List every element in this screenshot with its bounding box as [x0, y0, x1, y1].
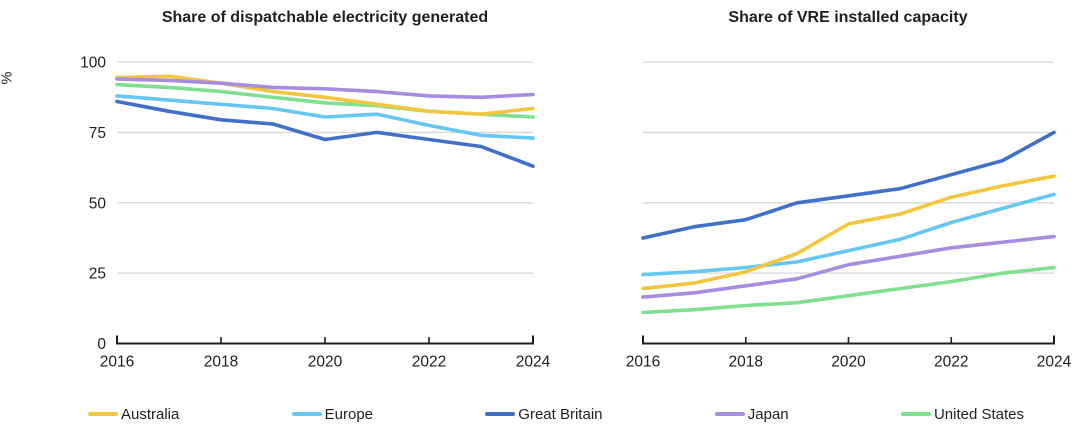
legend-item-japan: Japan [714, 405, 789, 423]
y-tick-label-0: 0 [97, 336, 106, 353]
y-tick-label-75: 75 [89, 125, 106, 142]
line-great-britain [115, 99, 535, 168]
line-europe [641, 192, 1056, 277]
x-tick-label-2016: 2016 [626, 354, 660, 371]
line-great-britain [641, 130, 1056, 240]
line-japan [641, 234, 1056, 299]
x-tick-label-2016: 2016 [100, 354, 134, 371]
line-australia [641, 174, 1056, 291]
x-tick-label-2020: 2020 [308, 354, 343, 371]
line-australia [115, 74, 535, 116]
legend-item-united-states: United States [900, 405, 1024, 423]
y-tick-label-100: 100 [80, 55, 106, 72]
legend-item-australia: Australia [88, 406, 179, 423]
x-tick-label-2024: 2024 [1037, 354, 1072, 371]
line-japan [115, 77, 535, 100]
x-tick-label-2018: 2018 [729, 354, 763, 371]
legend-label-united-states: United States [933, 405, 1024, 423]
line-europe [115, 94, 535, 140]
legend-swatch-australia [88, 411, 118, 417]
y-tick-label-25: 25 [89, 266, 106, 283]
x-tick-label-2022: 2022 [934, 354, 968, 371]
y-tick-label-50: 50 [89, 195, 107, 212]
legend-label-australia: Australia [121, 405, 180, 423]
left-chart-title: Share of dispatchable electricity genera… [161, 9, 489, 26]
x-tick-label-2024: 2024 [516, 354, 551, 371]
line-united-states [641, 265, 1056, 315]
right-chart-title: Share of VRE installed capacity [728, 9, 968, 26]
legend: Australia Europe Great Britain Japan Uni… [0, 400, 1080, 428]
x-tick-label-2022: 2022 [412, 354, 446, 371]
right-chart: 2016 2018 2020 2022 2024 [626, 61, 1072, 371]
legend-label-great-britain: Great Britain [518, 405, 603, 423]
legend-swatch-japan [714, 411, 745, 417]
legend-swatch-great-britain [485, 411, 516, 417]
legend-swatch-europe [291, 411, 322, 417]
legend-label-europe: Europe [324, 405, 374, 423]
x-tick-label-2020: 2020 [831, 354, 866, 371]
legend-item-europe: Europe [291, 405, 374, 423]
legend-label-japan: Japan [747, 405, 789, 423]
left-chart: 2016 2018 2020 2022 2024 0 25 50 75 100 [80, 55, 550, 371]
legend-item-great-britain: Great Britain [485, 405, 603, 423]
legend-swatch-united-states [900, 411, 931, 417]
x-tick-label-2018: 2018 [204, 354, 238, 371]
